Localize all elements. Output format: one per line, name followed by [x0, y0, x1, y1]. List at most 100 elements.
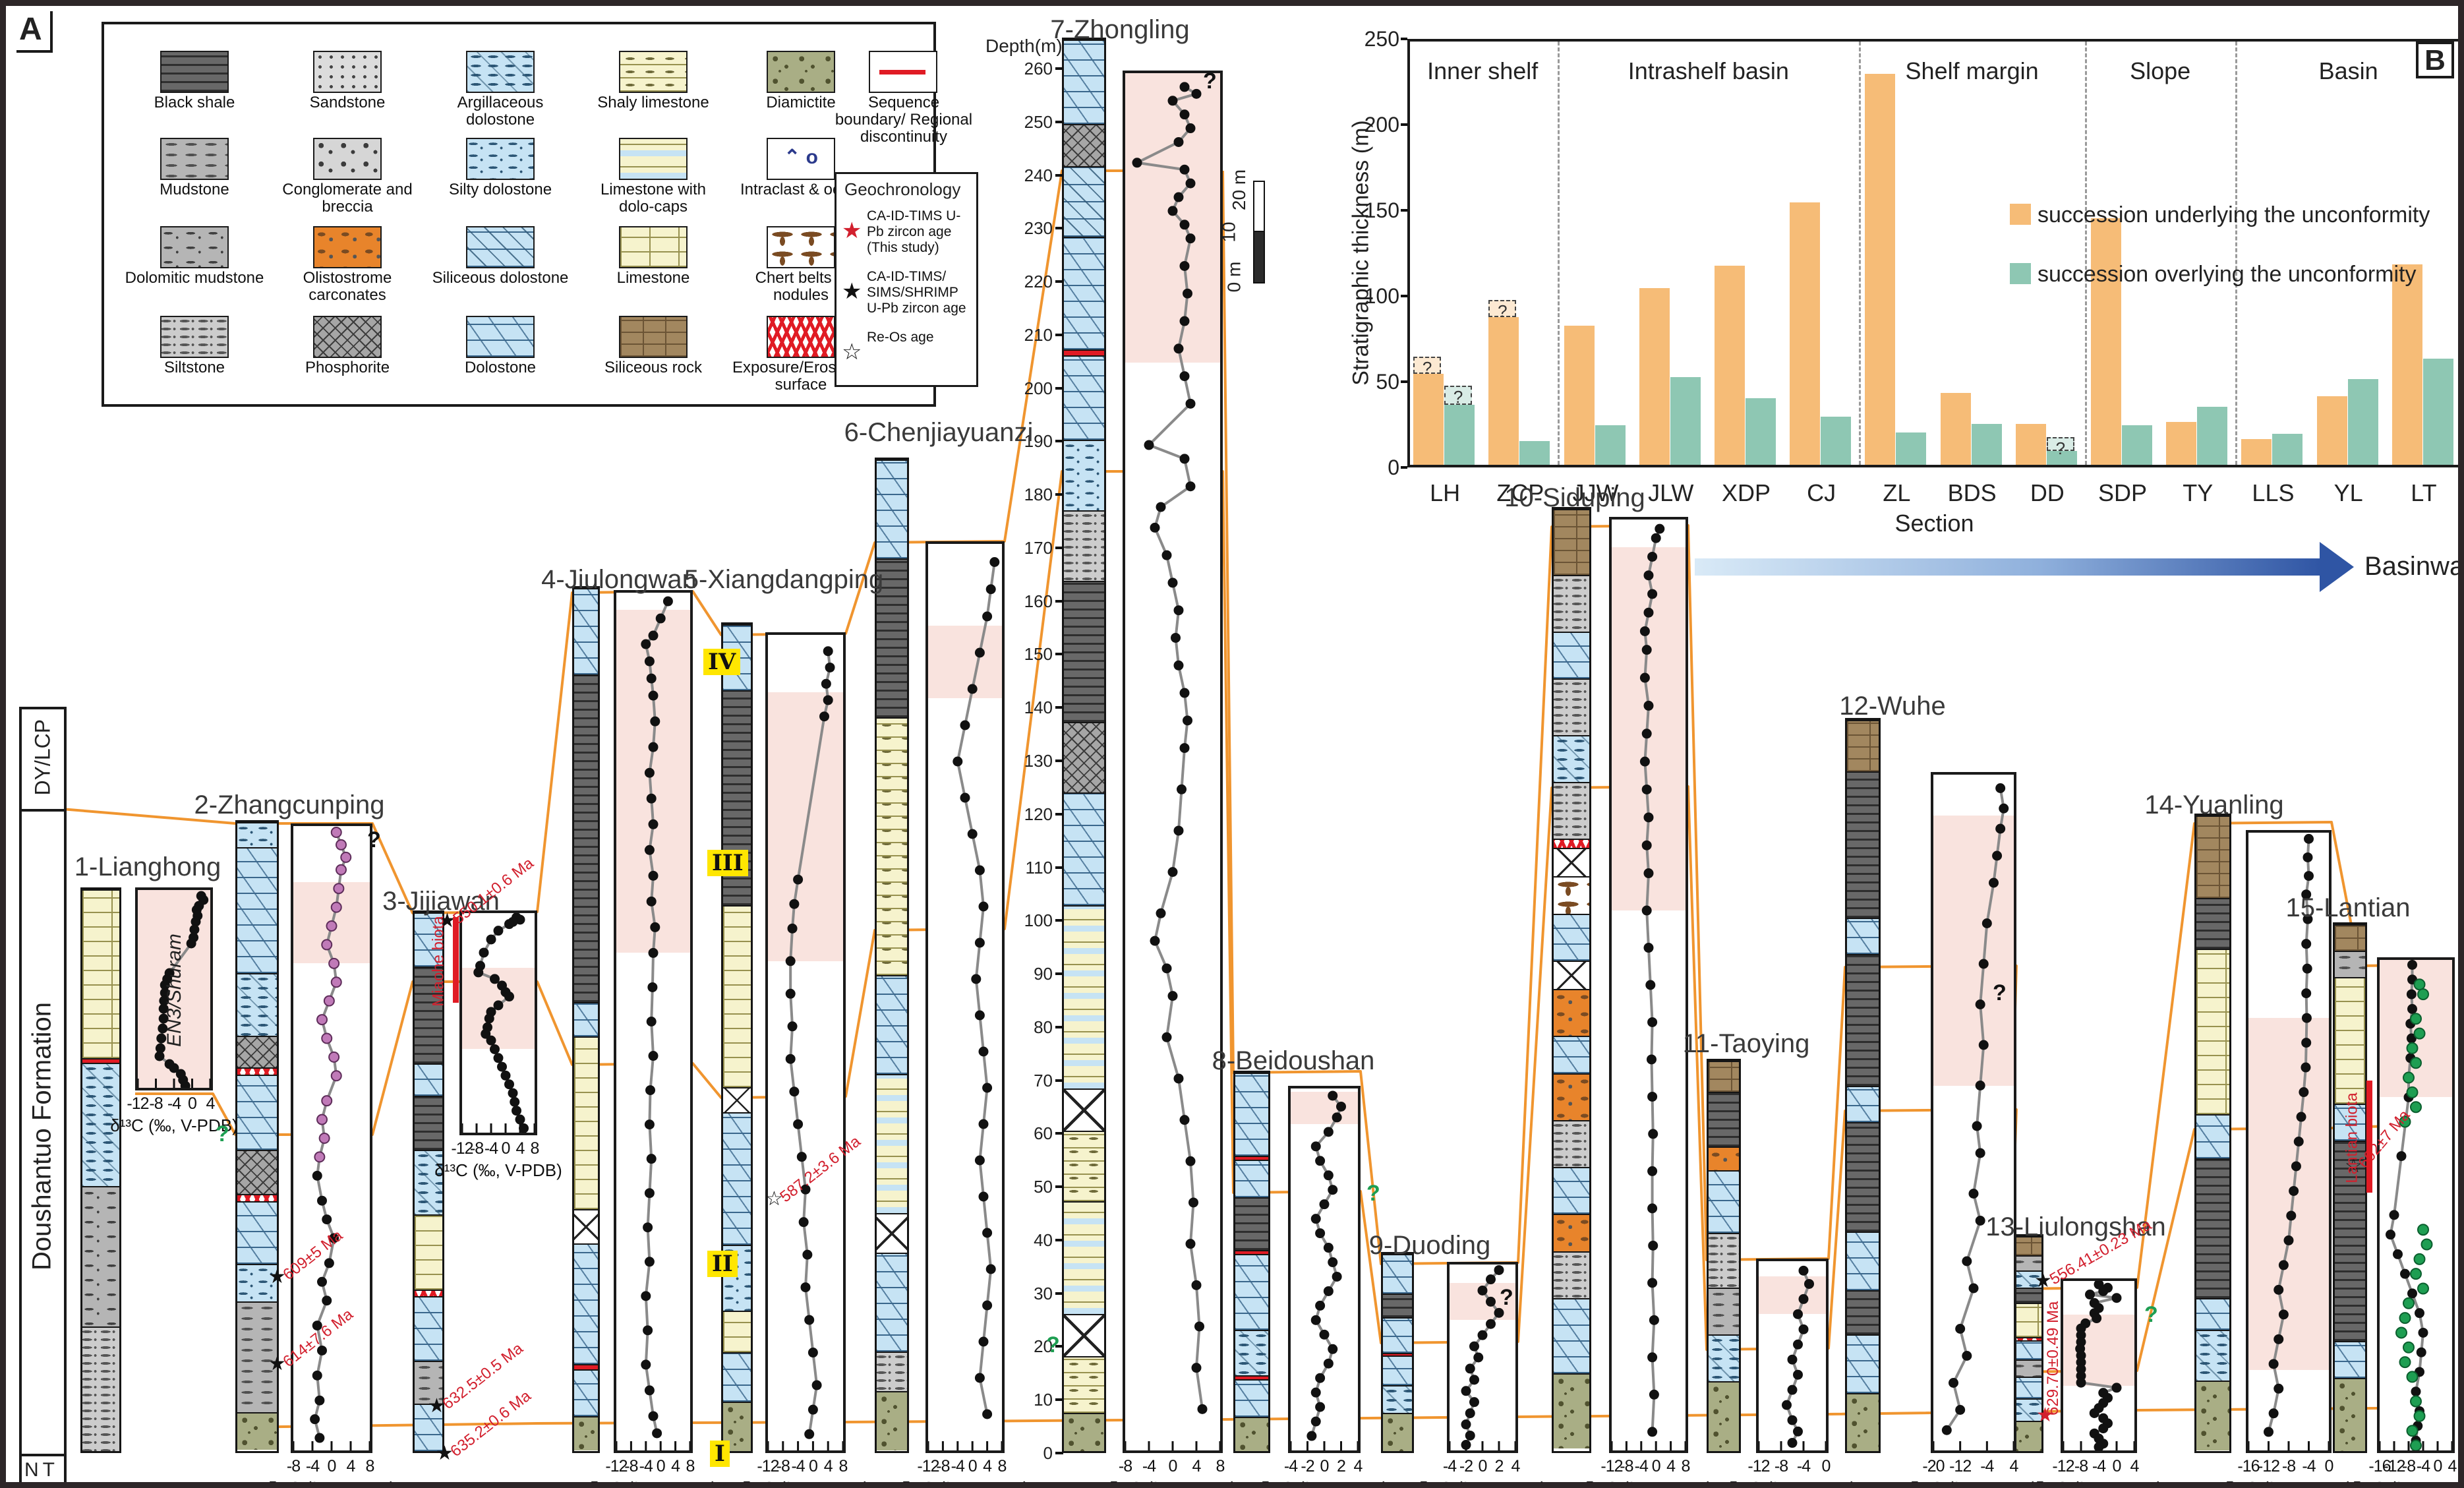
- lithology-unit-do: [723, 1352, 751, 1402]
- lithology-unit-do: [723, 1112, 751, 1245]
- axis-tick-label: -8: [469, 1139, 484, 1158]
- isotope-curve: [1933, 783, 2014, 1450]
- isotope-chart: [1288, 1086, 1361, 1453]
- axis-tick-label: -4: [2416, 1457, 2430, 1475]
- isotope-chart: [459, 910, 537, 1135]
- depth-tick-label: 260: [1024, 59, 1053, 78]
- axis-tick-label: 4: [1666, 1457, 1676, 1475]
- bar-overlying: [1595, 425, 1626, 465]
- lithology-unit-do: [1383, 1317, 1412, 1353]
- axis-tick-label: -4: [791, 1457, 805, 1475]
- axis-tick-label: 0: [501, 1139, 511, 1158]
- depth-tick-label: 70: [1034, 1070, 1053, 1090]
- lithology-unit-bs: [415, 1096, 442, 1150]
- depth-tick-label: 50: [1034, 1177, 1053, 1197]
- depth-tick-label: 10: [1034, 1390, 1053, 1410]
- isotope-chart: [1931, 772, 2016, 1453]
- panel-a-label: A: [16, 11, 53, 53]
- lithology-unit-di: [2196, 1381, 2229, 1450]
- axis-tick-label: 4: [671, 1457, 680, 1475]
- depth-tick-label: 180: [1024, 485, 1053, 505]
- lithology-unit-do: [574, 1369, 598, 1416]
- isotope-curve: [1612, 523, 1686, 1450]
- biota-bar: [2366, 1081, 2372, 1193]
- lithology-unit-di: [1554, 1373, 1589, 1448]
- lithology-unit-st: [1554, 1251, 1589, 1298]
- bar-underlying: [1865, 74, 1896, 465]
- legend-swatch-ez: [767, 316, 835, 358]
- axis-tick-label: 4: [983, 1457, 992, 1475]
- lithology-unit-do: [1064, 237, 1104, 349]
- depth-tick: [1055, 67, 1063, 70]
- bar-underlying: [1714, 266, 1745, 465]
- barchart-ytick-label: 200: [1364, 113, 1399, 136]
- lithology-unit-sr: [2335, 924, 2365, 951]
- lithology-unit-sd: [237, 822, 277, 847]
- bar-underlying: [2091, 218, 2122, 465]
- legend-swatch-di: [767, 51, 835, 93]
- barchart-ytick: [1401, 295, 1407, 297]
- lithology-unit-do: [237, 1075, 277, 1150]
- lithology-unit-ad: [1235, 1330, 1268, 1375]
- lithology-unit-do: [1235, 1379, 1268, 1417]
- lithology-unit-ol: [1709, 1146, 1739, 1170]
- section-title: 8-Beidoushan: [1212, 1046, 1375, 1075]
- legend-swatch-bs: [160, 51, 229, 93]
- depth-tick: [1055, 866, 1063, 869]
- lithology-unit-st: [82, 1326, 119, 1451]
- strat-label-nt: NT: [24, 1459, 59, 1481]
- lithology-unit-do: [574, 1243, 598, 1364]
- lithology-unit-sb: [574, 1364, 598, 1369]
- depth-tick: [1055, 1025, 1063, 1028]
- lithology-unit-bs: [2196, 1158, 2229, 1298]
- barchart-category-label: TY: [2183, 479, 2214, 506]
- legend-swatch-ss: [313, 51, 382, 93]
- depth-tick-label: 80: [1034, 1017, 1053, 1037]
- lithology-unit-st: [1709, 1233, 1739, 1288]
- lithology-unit-bs: [1235, 1197, 1268, 1250]
- axis-tick-label: -4: [167, 1094, 181, 1113]
- lithology-unit-x: [1554, 961, 1589, 989]
- lithology-strip: [1381, 1252, 1414, 1453]
- legend-label: Sandstone: [309, 94, 386, 111]
- lithology-unit-bs: [1709, 1092, 1739, 1146]
- axis-tick-label: 4: [346, 1457, 356, 1475]
- panel-b-label: B: [2416, 42, 2454, 78]
- interval-numeral-III: III: [707, 850, 748, 876]
- bar-underlying: [1639, 288, 1670, 465]
- section-title: 2-Zhangcunping: [194, 790, 385, 819]
- facies-group-label: Slope: [2130, 57, 2191, 84]
- section-title: 7-Zhongling: [1050, 15, 1190, 44]
- legend-swatch-ch: [767, 226, 835, 268]
- lithology-unit-do: [1235, 1073, 1268, 1156]
- axis-tick-label: -12: [2052, 1457, 2074, 1475]
- legend-swatch-io: [767, 138, 835, 180]
- legend-label: Olistostrome carconates: [303, 269, 392, 304]
- depth-tick-label: 160: [1024, 591, 1053, 611]
- lithology-unit-dm: [82, 1186, 119, 1326]
- barchart-legend-swatch: [2010, 263, 2031, 284]
- depth-tick: [1055, 1292, 1063, 1295]
- lithology-unit-ms: [1709, 1288, 1739, 1334]
- axis-tick-label: -4: [2302, 1457, 2316, 1475]
- lithology-strip: [875, 458, 909, 1453]
- axis-tick-label: 2: [1337, 1457, 1346, 1475]
- barchart-ytick: [1401, 123, 1407, 126]
- lithology-unit-do: [574, 1002, 598, 1036]
- lithology-unit-sid: [1064, 166, 1104, 237]
- isotope-axis-label: δ¹³C (‰, V-PDB): [1910, 1478, 2038, 1488]
- axis-tick-label: -8: [1620, 1457, 1633, 1475]
- isotope-chart: [614, 590, 693, 1453]
- bar-overlying: [2347, 379, 2378, 465]
- lithology-unit-do: [1554, 632, 1589, 678]
- bar-overlying: [1670, 377, 1701, 465]
- bar-underlying: [1488, 317, 1519, 465]
- axis-tick-label: 0: [1821, 1457, 1831, 1475]
- depth-tick: [1055, 440, 1063, 443]
- axis-tick-label: 8: [365, 1457, 375, 1475]
- lithology-unit-di: [237, 1412, 277, 1450]
- lithology-unit-di: [1847, 1393, 1879, 1451]
- lithology-unit-x: [574, 1209, 598, 1243]
- lithology-unit-st: [1554, 678, 1589, 735]
